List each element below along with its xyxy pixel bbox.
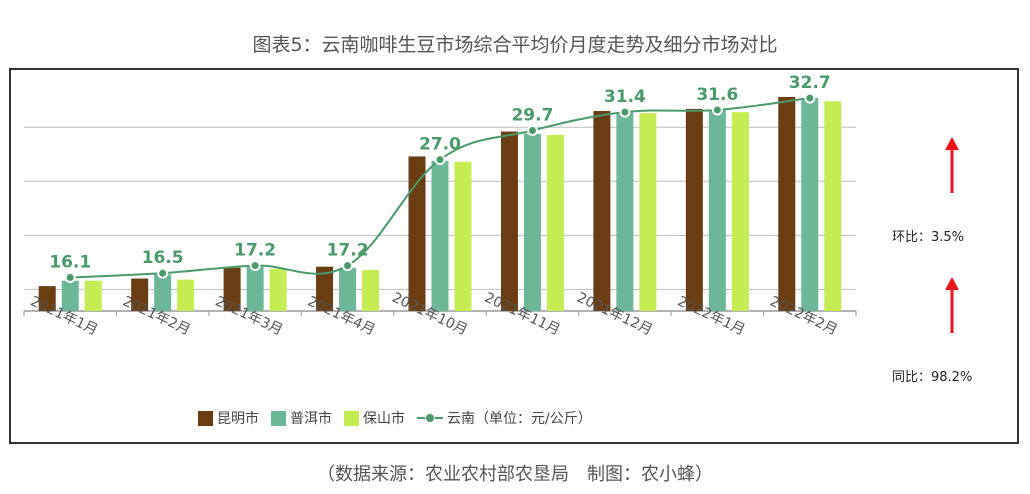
bar-puer [339,267,357,311]
point-yunnan [804,92,816,104]
bar-baoshan [269,268,287,311]
data-label-yunnan: 31.4 [604,87,646,107]
up-arrow-icon [945,137,959,150]
point-yunnan [711,104,723,116]
source-note: （数据来源：农业农村部农垦局 制图：农小蜂） [317,464,713,485]
legend-line-yunnan-icon [417,413,443,423]
mom-label: 环比：3.5% [892,230,965,245]
legend-label-kunming: 昆明市 [217,411,259,427]
bar-puer [708,109,726,311]
data-label-yunnan: 16.5 [142,248,184,268]
bar-puer [431,160,449,311]
bar-puer [523,133,541,311]
bar-baoshan [362,269,380,311]
legend-item-kunming: 昆明市 [198,408,259,428]
legend-item-puer: 普洱市 [271,408,332,428]
bar-kunming [778,96,796,311]
bar-kunming [593,111,611,312]
bar-baoshan [639,113,657,311]
legend-item-yunnan: 云南（单位：元/公斤） [417,408,592,428]
bar-kunming [223,267,241,311]
bar-baoshan [546,134,564,311]
point-yunnan [619,106,631,118]
bar-puer [616,112,634,311]
legend-item-baoshan: 保山市 [344,408,405,428]
legend-swatch-puer [271,410,286,426]
legend-label-yunnan: 云南（单位：元/公斤） [447,411,592,427]
bar-baoshan [454,161,472,311]
bar-baoshan [731,112,749,311]
point-yunnan [526,124,538,136]
bar-baoshan [84,280,102,311]
bar-kunming [316,266,334,311]
point-yunnan [157,267,169,279]
bar-puer [801,98,819,311]
bar-puer [61,280,79,311]
bar-kunming [38,286,56,311]
chart-title: 图表5：云南咖啡生豆市场综合平均价月度走势及细分市场对比 [252,34,778,56]
chart-frame [9,68,1019,444]
bar-puer [246,266,264,311]
data-label-yunnan: 29.7 [511,105,553,125]
chart-legend: 昆明市 普洱市 保山市 云南（单位：元/公斤） [198,407,604,429]
legend-swatch-baoshan [344,410,359,426]
data-label-yunnan: 16.1 [49,252,91,272]
legend-label-puer: 普洱市 [290,411,332,427]
up-arrow-icon [945,277,959,290]
data-label-yunnan: 17.2 [327,241,369,261]
data-label-yunnan: 27.0 [419,135,461,155]
yoy-label: 同比：98.2% [892,370,973,385]
data-label-yunnan: 17.2 [234,241,276,261]
legend-label-baoshan: 保山市 [363,411,405,427]
bar-kunming [685,108,703,311]
point-yunnan [249,260,261,272]
bar-kunming [500,131,518,311]
bar-baoshan [824,101,842,312]
point-yunnan [342,260,354,272]
data-label-yunnan: 32.7 [789,73,831,93]
bar-baoshan [177,279,195,311]
bar-kunming [408,156,426,311]
point-yunnan [434,154,446,166]
legend-swatch-kunming [198,410,213,426]
bar-kunming [131,278,149,311]
bar-puer [154,274,172,311]
data-label-yunnan: 31.6 [696,85,738,105]
point-yunnan [64,271,76,283]
